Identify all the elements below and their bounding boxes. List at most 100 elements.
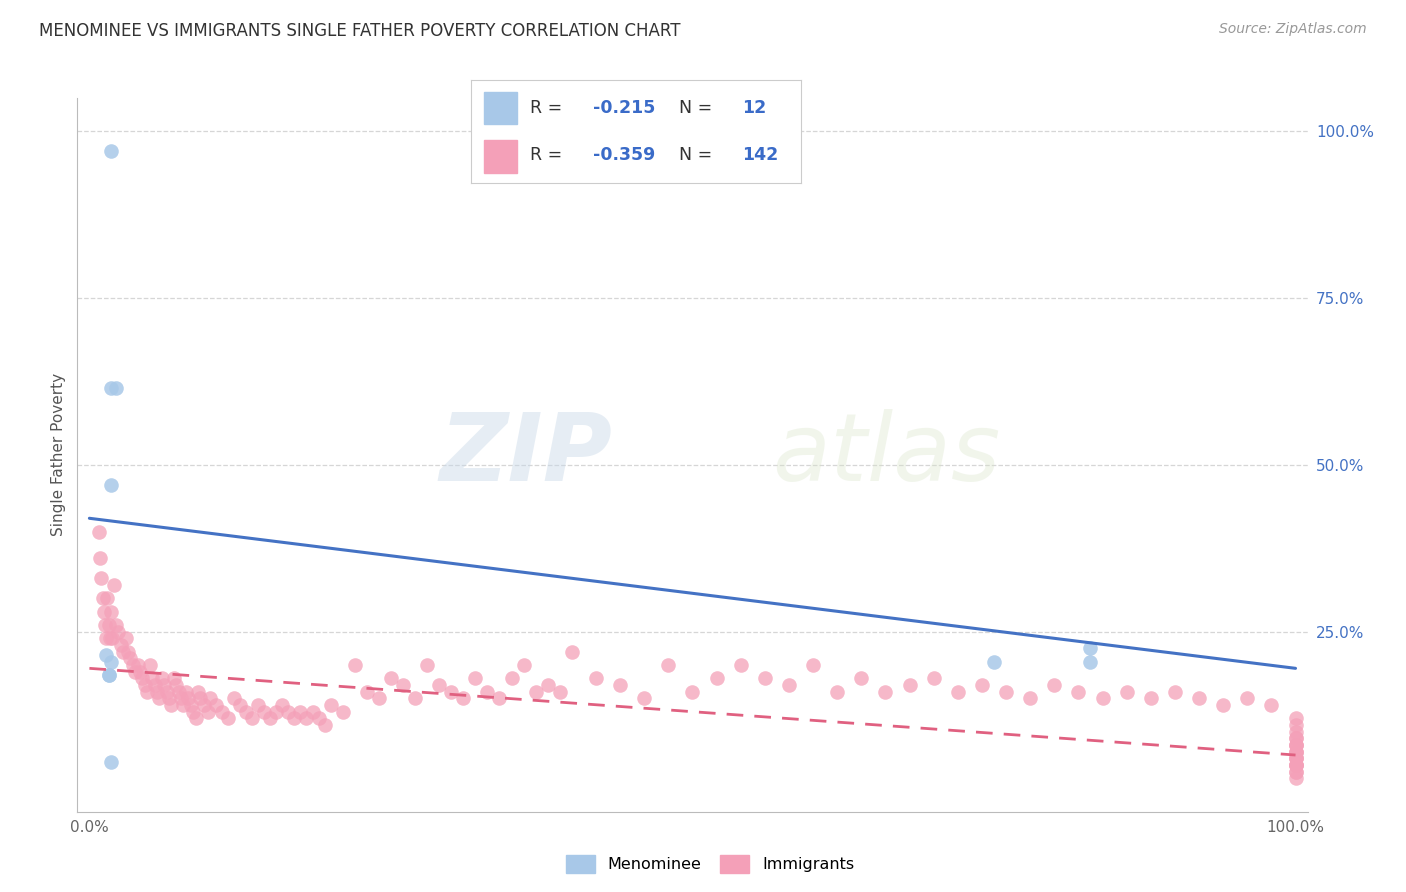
Point <box>224 691 246 706</box>
Text: 142: 142 <box>742 146 778 164</box>
Point <box>97 618 120 632</box>
Point <box>1284 745 1306 759</box>
Point <box>488 691 510 706</box>
Legend: Menominee, Immigrants: Menominee, Immigrants <box>560 848 860 880</box>
Point <box>295 711 318 725</box>
Point <box>160 698 183 712</box>
Point <box>1091 691 1114 706</box>
Point <box>100 755 122 769</box>
Point <box>153 678 176 692</box>
Point <box>155 684 177 698</box>
Point <box>1284 738 1306 752</box>
Point <box>1284 751 1306 765</box>
Point <box>922 671 945 685</box>
Point <box>163 671 186 685</box>
Point <box>825 684 848 698</box>
FancyBboxPatch shape <box>484 140 517 173</box>
Point <box>104 618 127 632</box>
Point <box>97 668 120 682</box>
Point <box>101 632 124 646</box>
Point <box>633 691 655 706</box>
Point <box>253 705 276 719</box>
Point <box>682 684 704 698</box>
Point <box>380 671 402 685</box>
Point <box>1284 711 1306 725</box>
Point <box>332 705 354 719</box>
Point <box>165 678 187 692</box>
Point <box>247 698 270 712</box>
Point <box>131 671 153 685</box>
Point <box>97 668 120 682</box>
Point <box>235 705 257 719</box>
Point <box>970 678 993 692</box>
Point <box>90 571 112 585</box>
Point <box>1284 764 1306 779</box>
Point <box>138 658 160 673</box>
Point <box>754 671 776 685</box>
Point <box>174 684 197 698</box>
Point <box>100 381 122 395</box>
Point <box>134 678 156 692</box>
Point <box>609 678 631 692</box>
Point <box>1139 691 1161 706</box>
Point <box>585 671 607 685</box>
Point <box>512 658 534 673</box>
Point <box>946 684 969 698</box>
Point <box>170 691 193 706</box>
Point <box>1212 698 1234 712</box>
Point <box>89 551 111 566</box>
Point <box>875 684 897 698</box>
Point <box>96 632 118 646</box>
Point <box>1284 718 1306 732</box>
Point <box>537 678 560 692</box>
Point <box>1080 641 1102 656</box>
Point <box>120 651 142 665</box>
Y-axis label: Single Father Poverty: Single Father Poverty <box>51 374 66 536</box>
Point <box>98 632 121 646</box>
Point <box>1164 684 1187 698</box>
Point <box>1080 655 1102 669</box>
Point <box>136 684 159 698</box>
Point <box>217 711 239 725</box>
Point <box>730 658 752 673</box>
Point <box>180 698 202 712</box>
Point <box>501 671 523 685</box>
Text: N =: N = <box>679 99 718 117</box>
Point <box>146 684 169 698</box>
Point <box>561 645 583 659</box>
Point <box>851 671 873 685</box>
Text: R =: R = <box>530 99 568 117</box>
Point <box>1115 684 1137 698</box>
Point <box>343 658 366 673</box>
Text: Source: ZipAtlas.com: Source: ZipAtlas.com <box>1219 22 1367 37</box>
Point <box>96 591 118 606</box>
Point <box>100 478 122 492</box>
Point <box>453 691 475 706</box>
Point <box>121 658 143 673</box>
Point <box>1019 691 1042 706</box>
Point <box>392 678 415 692</box>
Point <box>112 645 135 659</box>
Point <box>1284 772 1306 786</box>
Point <box>277 705 299 719</box>
Point <box>1284 724 1306 739</box>
Point <box>177 691 200 706</box>
Point <box>117 645 139 659</box>
Point <box>1284 758 1306 772</box>
Point <box>1067 684 1090 698</box>
Point <box>1284 751 1306 765</box>
Point <box>995 684 1018 698</box>
Point <box>1284 764 1306 779</box>
Point <box>198 691 221 706</box>
Point <box>283 711 305 725</box>
Point <box>110 638 132 652</box>
Point <box>524 684 547 698</box>
Point <box>1284 758 1306 772</box>
Point <box>1284 758 1306 772</box>
Point <box>150 671 173 685</box>
Point <box>1284 745 1306 759</box>
Point <box>100 605 122 619</box>
Point <box>266 705 288 719</box>
Text: -0.359: -0.359 <box>593 146 655 164</box>
Point <box>1188 691 1211 706</box>
